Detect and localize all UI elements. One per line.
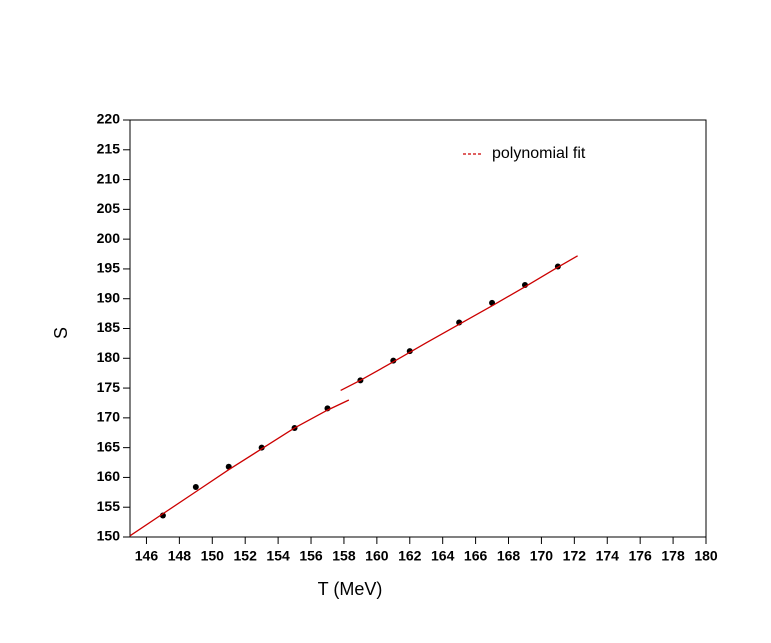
x-tick-label: 172 [563, 548, 587, 564]
y-tick-label: 155 [97, 498, 121, 514]
x-axis-title: T (MeV) [318, 579, 383, 599]
y-tick-label: 160 [97, 468, 121, 484]
x-tick-label: 178 [661, 548, 685, 564]
x-tick-label: 170 [530, 548, 554, 564]
x-tick-label: 158 [332, 548, 356, 564]
x-tick-label: 164 [431, 548, 455, 564]
y-tick-label: 150 [97, 528, 121, 544]
plot-frame [129, 119, 707, 538]
y-tick-label: 220 [97, 111, 121, 127]
x-tick-label: 168 [497, 548, 521, 564]
x-tick-label: 166 [464, 548, 488, 564]
x-tick-label: 152 [234, 548, 258, 564]
x-tick-label: 150 [201, 548, 225, 564]
x-tick-label: 146 [135, 548, 159, 564]
x-tick-label: 154 [266, 548, 290, 564]
x-tick-label: 180 [694, 548, 718, 564]
y-tick-label: 170 [97, 409, 121, 425]
y-tick-label: 205 [97, 200, 121, 216]
y-tick-label: 165 [97, 438, 121, 454]
x-tick-label: 148 [168, 548, 192, 564]
y-tick-label: 195 [97, 260, 121, 276]
y-tick-label: 215 [97, 140, 121, 156]
y-tick-label: 210 [97, 170, 121, 186]
x-tick-label: 160 [365, 548, 389, 564]
x-tick-label: 156 [299, 548, 323, 564]
fit-line [129, 255, 578, 537]
y-tick-label: 185 [97, 319, 121, 335]
y-tick-label: 190 [97, 289, 121, 305]
data-point [192, 483, 199, 490]
x-tick-label: 176 [628, 548, 652, 564]
x-tick-label: 162 [398, 548, 422, 564]
x-tick-label: 174 [596, 548, 620, 564]
y-tick-label: 175 [97, 379, 121, 395]
legend-label: polynomial fit [492, 145, 586, 162]
y-tick-label: 200 [97, 230, 121, 246]
y-tick-label: 180 [97, 349, 121, 365]
y-axis-title: S [51, 327, 71, 339]
